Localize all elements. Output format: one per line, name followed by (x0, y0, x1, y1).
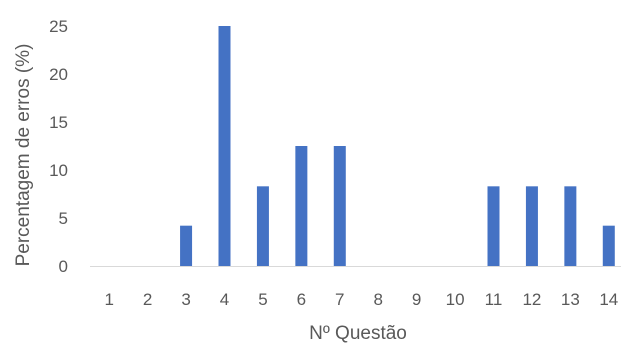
x-tick-label: 6 (297, 290, 306, 309)
y-axis-tick-labels: 0 5 10 15 20 25 (49, 17, 68, 276)
x-tick-label: 13 (561, 290, 580, 309)
y-tick-label: 0 (59, 257, 68, 276)
x-tick-label: 5 (258, 290, 267, 309)
x-axis-title: Nº Questão (309, 323, 407, 344)
x-tick-label: 7 (335, 290, 344, 309)
x-tick-label: 9 (412, 290, 421, 309)
x-tick-label: 3 (181, 290, 190, 309)
x-tick-label: 1 (104, 290, 113, 309)
bar (180, 225, 193, 266)
bar (487, 186, 500, 266)
x-tick-label: 2 (143, 290, 152, 309)
x-tick-label: 4 (220, 290, 229, 309)
y-tick-label: 25 (49, 17, 68, 36)
bars (180, 26, 615, 266)
bar (218, 26, 231, 266)
y-tick-label: 20 (49, 65, 68, 84)
bar (333, 146, 346, 266)
x-axis-tick-labels: 1 2 3 4 5 6 7 8 9 10 11 12 13 14 (104, 290, 618, 309)
x-tick-label: 10 (446, 290, 465, 309)
bar (602, 225, 615, 266)
x-tick-label: 11 (485, 290, 503, 309)
y-axis-title: Percentagem de erros (%) (13, 44, 34, 267)
x-tick-label: 8 (373, 290, 382, 309)
bar (564, 186, 577, 266)
bar (256, 186, 269, 266)
bar (525, 186, 538, 266)
bar (295, 146, 308, 266)
x-tick-label: 12 (522, 290, 541, 309)
y-tick-label: 15 (49, 113, 68, 132)
x-tick-label: 14 (599, 290, 618, 309)
y-tick-label: 10 (49, 161, 68, 180)
y-tick-label: 5 (59, 209, 68, 228)
